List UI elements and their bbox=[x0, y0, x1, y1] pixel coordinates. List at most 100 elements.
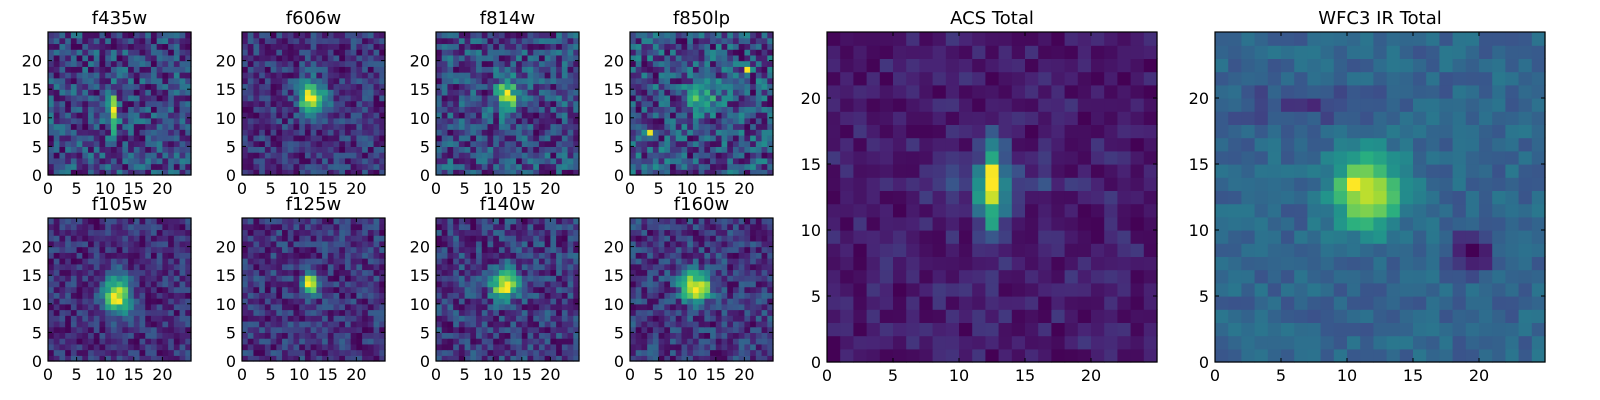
heatmap-cell bbox=[48, 240, 55, 248]
heatmap-cell bbox=[727, 100, 734, 107]
heatmap-cell bbox=[750, 169, 757, 176]
heatmap-cell bbox=[145, 326, 152, 333]
heatmap-cell bbox=[738, 298, 745, 305]
x-tick-label: 10 bbox=[289, 179, 309, 198]
heatmap-cell bbox=[470, 235, 477, 242]
heatmap-cell bbox=[767, 315, 774, 322]
heatmap-cell bbox=[738, 338, 745, 345]
heatmap-cell bbox=[299, 326, 306, 333]
heatmap-cell bbox=[550, 355, 557, 362]
heatmap-cell bbox=[521, 117, 529, 125]
heatmap-cell bbox=[322, 106, 329, 113]
heatmap-cell bbox=[681, 134, 688, 142]
heatmap-cell bbox=[122, 54, 129, 62]
heatmap-cell bbox=[93, 252, 101, 259]
heatmap-cell bbox=[322, 309, 329, 316]
heatmap-cell bbox=[362, 252, 369, 259]
heatmap-cell bbox=[333, 246, 340, 253]
heatmap-cell bbox=[647, 303, 654, 311]
heatmap-cell bbox=[333, 89, 340, 96]
heatmap-cell bbox=[293, 66, 300, 73]
axes-frame bbox=[435, 217, 580, 362]
heatmap-cell bbox=[664, 157, 671, 165]
heatmap-cell bbox=[481, 146, 489, 153]
heatmap-cell bbox=[521, 66, 529, 73]
heatmap-cell bbox=[48, 134, 55, 142]
heatmap-cell bbox=[373, 106, 380, 113]
heatmap-cell bbox=[544, 218, 551, 225]
heatmap-cell bbox=[544, 280, 551, 288]
heatmap-cell bbox=[362, 140, 369, 147]
heatmap-cell bbox=[93, 140, 101, 147]
heatmap-cell bbox=[145, 37, 152, 45]
heatmap-cell bbox=[99, 43, 106, 50]
heatmap-cell bbox=[498, 89, 506, 96]
heatmap-cell bbox=[122, 66, 129, 73]
heatmap-cell bbox=[738, 343, 745, 351]
heatmap-cell bbox=[185, 258, 192, 265]
heatmap-cell bbox=[259, 66, 266, 73]
heatmap-cell bbox=[710, 54, 717, 62]
heatmap-cell bbox=[65, 77, 72, 85]
heatmap-cell bbox=[544, 303, 551, 311]
heatmap-cell bbox=[516, 94, 523, 102]
heatmap-cell bbox=[567, 303, 574, 311]
heatmap-cell bbox=[259, 77, 266, 85]
heatmap-cell bbox=[116, 49, 123, 56]
heatmap-cell bbox=[527, 106, 534, 113]
heatmap-cell bbox=[436, 286, 443, 293]
heatmap-cell bbox=[53, 83, 61, 90]
heatmap-cell bbox=[738, 326, 745, 333]
heatmap-cell bbox=[681, 89, 688, 96]
heatmap-cell bbox=[299, 252, 306, 259]
heatmap-cell bbox=[333, 240, 340, 248]
heatmap-cell bbox=[242, 258, 249, 265]
heatmap-cell bbox=[93, 258, 101, 265]
heatmap-cell bbox=[721, 100, 728, 107]
heatmap-cell bbox=[128, 292, 135, 299]
heatmap-cell bbox=[179, 72, 186, 79]
heatmap-cell bbox=[48, 218, 55, 225]
heatmap-cell bbox=[464, 94, 471, 102]
heatmap-cell bbox=[333, 320, 340, 328]
heatmap-cell bbox=[145, 303, 152, 311]
heatmap-cell bbox=[162, 280, 169, 288]
heatmap-cell bbox=[110, 146, 118, 153]
heatmap-cell bbox=[670, 338, 677, 345]
heatmap-cell bbox=[453, 117, 460, 125]
heatmap-cell bbox=[493, 246, 500, 253]
heatmap-cell bbox=[504, 89, 511, 96]
heatmap-cell bbox=[550, 315, 557, 322]
heatmap-cell bbox=[692, 157, 700, 165]
heatmap-cell bbox=[322, 303, 329, 311]
heatmap-cell bbox=[333, 100, 340, 107]
heatmap-cell bbox=[436, 240, 443, 248]
heatmap-cell bbox=[282, 269, 289, 276]
heatmap-cell bbox=[544, 169, 551, 176]
heatmap-cell bbox=[538, 320, 546, 328]
heatmap-cell bbox=[567, 252, 574, 259]
heatmap-cell bbox=[641, 54, 648, 62]
heatmap-cell bbox=[88, 275, 95, 282]
heatmap-cell bbox=[287, 218, 295, 225]
heatmap-cell bbox=[242, 157, 249, 165]
heatmap-cell bbox=[761, 280, 768, 288]
heatmap-cell bbox=[310, 72, 317, 79]
heatmap-cell bbox=[447, 117, 454, 125]
heatmap-cell bbox=[327, 269, 335, 276]
heatmap-cell bbox=[116, 246, 123, 253]
heatmap-cell bbox=[436, 229, 443, 236]
heatmap-cell bbox=[350, 298, 357, 305]
heatmap-cell bbox=[510, 309, 517, 316]
heatmap-cell bbox=[168, 303, 175, 311]
heatmap-cell bbox=[110, 66, 118, 73]
heatmap-cell bbox=[755, 117, 763, 125]
heatmap-cell bbox=[550, 223, 557, 231]
heatmap-cell bbox=[681, 292, 688, 299]
heatmap-cell bbox=[105, 332, 112, 339]
heatmap-cell bbox=[82, 100, 89, 107]
heatmap-cell bbox=[550, 275, 557, 282]
heatmap-cell bbox=[350, 112, 357, 119]
heatmap-cell bbox=[692, 286, 700, 293]
heatmap-cell bbox=[128, 100, 135, 107]
